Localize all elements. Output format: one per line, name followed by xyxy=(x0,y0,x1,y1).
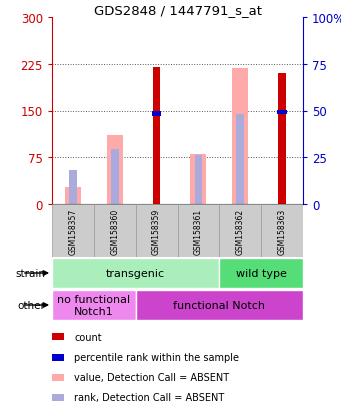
Text: strain: strain xyxy=(15,268,45,278)
Bar xyxy=(219,258,303,289)
Bar xyxy=(52,394,64,401)
Text: GSM158361: GSM158361 xyxy=(194,208,203,254)
Bar xyxy=(52,374,64,381)
Text: percentile rank within the sample: percentile rank within the sample xyxy=(74,352,239,362)
Text: count: count xyxy=(74,332,102,342)
Bar xyxy=(69,170,77,204)
Text: GSM158359: GSM158359 xyxy=(152,208,161,254)
Bar xyxy=(94,204,136,257)
Bar xyxy=(107,136,123,204)
Bar xyxy=(153,68,160,204)
Bar xyxy=(261,204,303,257)
Bar xyxy=(52,333,64,340)
Bar xyxy=(232,69,248,204)
Text: GSM158363: GSM158363 xyxy=(278,208,286,254)
Text: other: other xyxy=(17,300,45,310)
Bar xyxy=(178,204,219,257)
Bar xyxy=(278,74,286,204)
Bar xyxy=(136,290,303,320)
Bar xyxy=(52,204,94,257)
Text: value, Detection Call = ABSENT: value, Detection Call = ABSENT xyxy=(74,373,229,382)
Text: GSM158357: GSM158357 xyxy=(69,208,77,254)
Bar xyxy=(52,354,64,361)
Text: wild type: wild type xyxy=(236,268,286,278)
Text: rank, Detection Call = ABSENT: rank, Detection Call = ABSENT xyxy=(74,392,224,402)
Bar xyxy=(152,112,161,116)
Bar xyxy=(195,156,202,204)
Text: GSM158360: GSM158360 xyxy=(110,208,119,254)
Bar xyxy=(219,204,261,257)
Title: GDS2848 / 1447791_s_at: GDS2848 / 1447791_s_at xyxy=(93,4,262,17)
Bar xyxy=(237,114,244,204)
Bar xyxy=(52,290,136,320)
Text: GSM158362: GSM158362 xyxy=(236,208,245,254)
Bar xyxy=(65,187,81,204)
Bar xyxy=(191,155,206,204)
Bar xyxy=(278,110,287,115)
Text: functional Notch: functional Notch xyxy=(173,300,265,310)
Bar xyxy=(52,258,219,289)
Bar xyxy=(136,204,178,257)
Text: no functional
Notch1: no functional Notch1 xyxy=(57,294,130,316)
Bar xyxy=(111,150,119,204)
Text: transgenic: transgenic xyxy=(106,268,165,278)
